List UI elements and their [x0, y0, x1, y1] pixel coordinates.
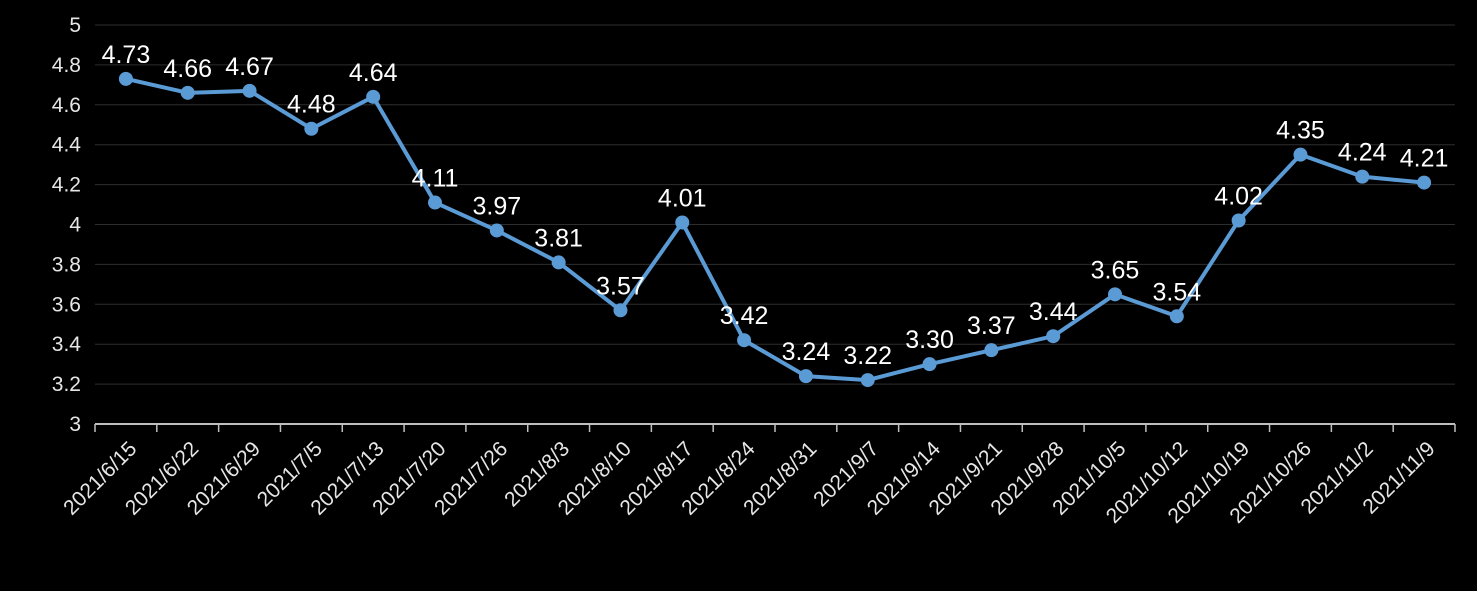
data-label: 3.42	[720, 302, 769, 330]
data-label: 4.21	[1400, 145, 1449, 173]
data-point-marker	[1169, 309, 1184, 324]
data-label: 3.54	[1152, 278, 1201, 306]
y-axis-tick-label: 3.6	[52, 293, 81, 316]
data-point-marker	[304, 121, 319, 136]
data-point-marker	[1108, 287, 1122, 302]
data-label: 4.01	[658, 185, 707, 213]
data-label: 4.66	[163, 55, 212, 83]
data-label: 3.57	[596, 272, 645, 300]
data-point-marker	[1417, 175, 1432, 190]
data-point-marker	[242, 83, 257, 98]
data-point-marker	[1293, 147, 1308, 162]
data-label: 4.24	[1338, 139, 1387, 167]
data-label: 4.73	[102, 41, 151, 69]
data-label: 3.97	[472, 192, 521, 220]
data-label: 4.35	[1276, 117, 1325, 145]
data-point-marker	[551, 255, 566, 270]
data-label: 3.30	[905, 326, 954, 354]
data-label: 3.44	[1029, 298, 1078, 326]
data-point-marker	[118, 71, 133, 86]
data-label: 4.11	[412, 165, 459, 193]
data-point-marker	[737, 333, 752, 348]
data-label: 3.65	[1091, 256, 1140, 284]
data-point-marker	[613, 303, 628, 318]
y-axis-tick-label: 4.8	[52, 54, 81, 77]
y-axis-tick-label: 3.8	[52, 253, 81, 276]
data-point-marker	[798, 369, 813, 384]
data-point-marker	[428, 195, 442, 210]
data-label: 3.24	[782, 338, 831, 366]
y-axis-tick-label: 5	[69, 14, 81, 37]
data-label: 3.22	[843, 342, 892, 370]
y-axis-tick-label: 3.4	[52, 333, 82, 356]
data-label: 3.81	[534, 224, 583, 252]
data-point-marker	[366, 89, 381, 104]
data-point-marker	[922, 357, 937, 372]
data-point-marker	[860, 373, 875, 388]
data-point-marker	[675, 215, 690, 230]
y-axis-tick-label: 4.4	[52, 134, 82, 157]
data-point-marker	[1046, 329, 1061, 344]
y-axis-tick-label: 4	[69, 214, 81, 237]
data-label: 4.48	[287, 91, 336, 119]
data-point-marker	[984, 343, 999, 358]
data-point-marker	[1355, 169, 1370, 184]
y-axis-tick-label: 3.2	[52, 373, 81, 396]
data-point-marker	[489, 223, 504, 238]
data-label: 4.02	[1214, 183, 1263, 211]
data-label: 4.64	[349, 59, 398, 87]
data-label: 4.67	[225, 53, 274, 81]
y-axis-tick-label: 4.6	[52, 94, 81, 117]
data-point-marker	[1231, 213, 1246, 228]
series-line	[123, 76, 1427, 383]
y-axis-tick-label: 3	[69, 413, 81, 436]
data-label: 3.37	[967, 312, 1016, 340]
data-point-marker	[180, 85, 195, 100]
y-axis-tick-label: 4.2	[52, 174, 81, 197]
